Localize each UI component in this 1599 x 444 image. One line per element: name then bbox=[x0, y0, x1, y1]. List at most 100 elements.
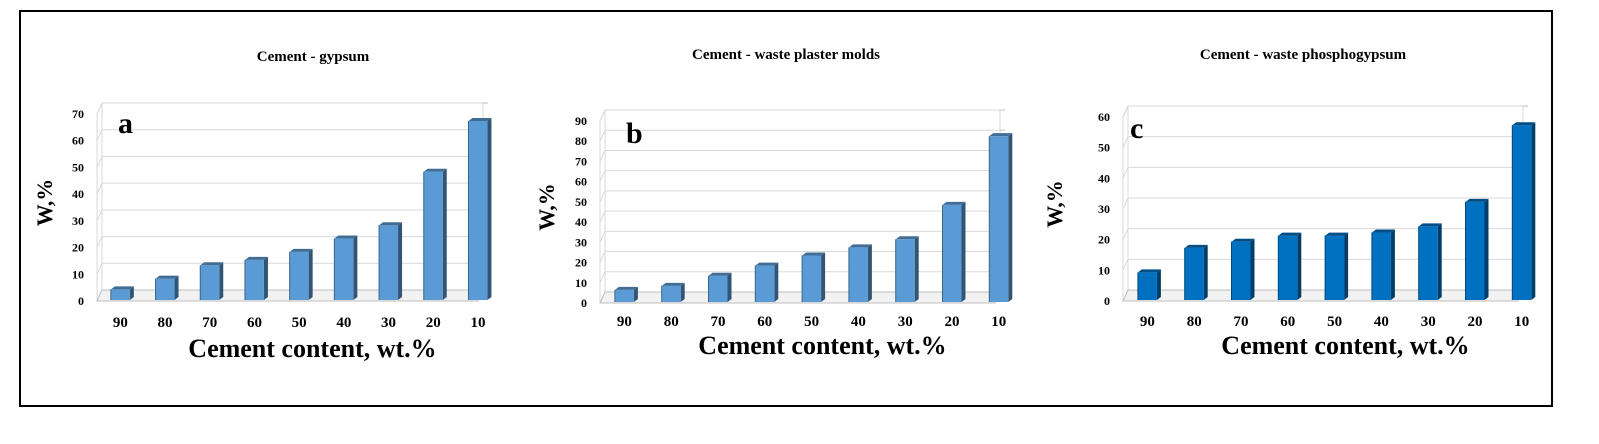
bar-front bbox=[1137, 272, 1157, 300]
x-tick-label: 50 bbox=[804, 314, 819, 330]
gridline bbox=[1122, 136, 1523, 148]
gridline bbox=[599, 210, 1000, 223]
bar-front bbox=[1325, 235, 1345, 300]
bar-top bbox=[989, 133, 1013, 137]
bar-side bbox=[1156, 269, 1161, 300]
bar-top bbox=[755, 262, 779, 266]
bar-front bbox=[1465, 201, 1485, 300]
bar-50 bbox=[801, 252, 826, 302]
y-tick-label: 40 bbox=[575, 215, 587, 229]
bar-top bbox=[110, 286, 134, 290]
x-tick-label: 10 bbox=[1514, 314, 1529, 330]
bar-front bbox=[614, 289, 634, 302]
bar-top bbox=[200, 262, 224, 266]
bar-top bbox=[614, 286, 638, 290]
y-tick-label: 0 bbox=[1104, 294, 1110, 308]
chart-panel-b: 0 10 20 30 40 50 60 70 80 90 90 80 70 60 50 40 30 20 10 Cem… bbox=[534, 47, 1013, 360]
y-tick-label: 70 bbox=[72, 107, 84, 121]
x-tick-label: 80 bbox=[1187, 314, 1202, 330]
bar-30 bbox=[378, 222, 403, 300]
bar-10 bbox=[988, 133, 1013, 302]
chart-title: Cement - waste plaster molds bbox=[692, 47, 880, 63]
plot-floor bbox=[1122, 289, 1524, 302]
x-tick-label: 10 bbox=[470, 315, 485, 331]
bar-10 bbox=[1511, 122, 1536, 300]
bar-60 bbox=[244, 256, 268, 300]
y-tick-label: 0 bbox=[78, 294, 84, 308]
x-tick-label: 50 bbox=[1327, 314, 1342, 330]
bar-front bbox=[289, 251, 309, 300]
bar-front bbox=[708, 275, 728, 302]
y-tick-label: 50 bbox=[1098, 141, 1110, 155]
x-tick-label: 40 bbox=[336, 315, 351, 331]
bar-front bbox=[1184, 247, 1204, 300]
bar-front bbox=[379, 225, 399, 300]
x-tick-label: 90 bbox=[113, 315, 128, 331]
bar-top bbox=[468, 118, 492, 122]
y-tick-label: 50 bbox=[72, 160, 84, 174]
bar-side bbox=[353, 235, 358, 300]
y-tick-label: 80 bbox=[575, 134, 587, 148]
bar-50 bbox=[289, 248, 313, 300]
bar-80 bbox=[1184, 244, 1208, 300]
bar-side bbox=[219, 262, 224, 300]
x-axis-label: Cement content, wt.% bbox=[1221, 331, 1469, 360]
bar-90 bbox=[1137, 269, 1161, 300]
bar-side bbox=[263, 256, 268, 300]
bar-side bbox=[1250, 238, 1255, 300]
bar-top bbox=[1278, 232, 1302, 236]
gridline bbox=[96, 182, 483, 195]
y-tick-label: 20 bbox=[575, 256, 587, 270]
x-tick-label: 70 bbox=[1234, 314, 1249, 330]
y-axis-label: W,% bbox=[32, 179, 57, 226]
bar-top bbox=[1137, 269, 1161, 273]
bar-side bbox=[1390, 229, 1395, 300]
bar-top bbox=[155, 275, 179, 279]
plot-side-wall bbox=[96, 102, 103, 302]
y-tick-label: 40 bbox=[72, 187, 84, 201]
x-tick-label: 40 bbox=[1374, 314, 1389, 330]
gridline bbox=[599, 109, 1000, 122]
x-tick-label: 50 bbox=[292, 315, 307, 331]
gridline bbox=[599, 190, 1000, 203]
bar-40 bbox=[1371, 229, 1395, 300]
bar-side bbox=[308, 248, 313, 300]
x-axis-label: Cement content, wt.% bbox=[188, 334, 436, 363]
bar-20 bbox=[1465, 198, 1489, 300]
bar-40 bbox=[848, 244, 872, 302]
bar-side bbox=[727, 272, 732, 302]
bar-front bbox=[200, 265, 220, 300]
gridline bbox=[96, 209, 483, 222]
bar-90 bbox=[110, 286, 134, 300]
bar-front bbox=[1278, 235, 1298, 300]
y-tick-label: 60 bbox=[72, 134, 84, 148]
bar-80 bbox=[155, 275, 179, 300]
x-tick-label: 10 bbox=[991, 314, 1006, 330]
x-tick-label: 70 bbox=[202, 315, 217, 331]
panel-label: c bbox=[1130, 112, 1143, 145]
x-tick-label: 60 bbox=[757, 314, 772, 330]
bar-20 bbox=[942, 201, 966, 302]
y-tick-label: 90 bbox=[575, 114, 587, 128]
gridline bbox=[599, 230, 1000, 243]
y-tick-label: 20 bbox=[72, 241, 84, 255]
bar-front bbox=[1418, 226, 1438, 300]
y-tick-label: 20 bbox=[1098, 233, 1110, 247]
bar-40 bbox=[333, 235, 358, 300]
bar-side bbox=[442, 168, 447, 300]
x-tick-label: 80 bbox=[664, 314, 679, 330]
bar-front bbox=[1371, 232, 1391, 300]
gridline bbox=[96, 102, 483, 115]
gridline bbox=[599, 170, 1000, 182]
y-axis-label: W,% bbox=[1042, 180, 1067, 227]
bar-side bbox=[1344, 232, 1349, 300]
bar-top bbox=[289, 248, 313, 252]
y-tick-label: 60 bbox=[575, 175, 587, 189]
y-tick-label: 10 bbox=[72, 267, 84, 281]
x-tick-label: 70 bbox=[711, 314, 726, 330]
bar-top bbox=[244, 256, 268, 260]
bar-30 bbox=[895, 236, 919, 302]
x-axis-label: Cement content, wt.% bbox=[698, 331, 946, 360]
bar-side bbox=[680, 282, 685, 302]
